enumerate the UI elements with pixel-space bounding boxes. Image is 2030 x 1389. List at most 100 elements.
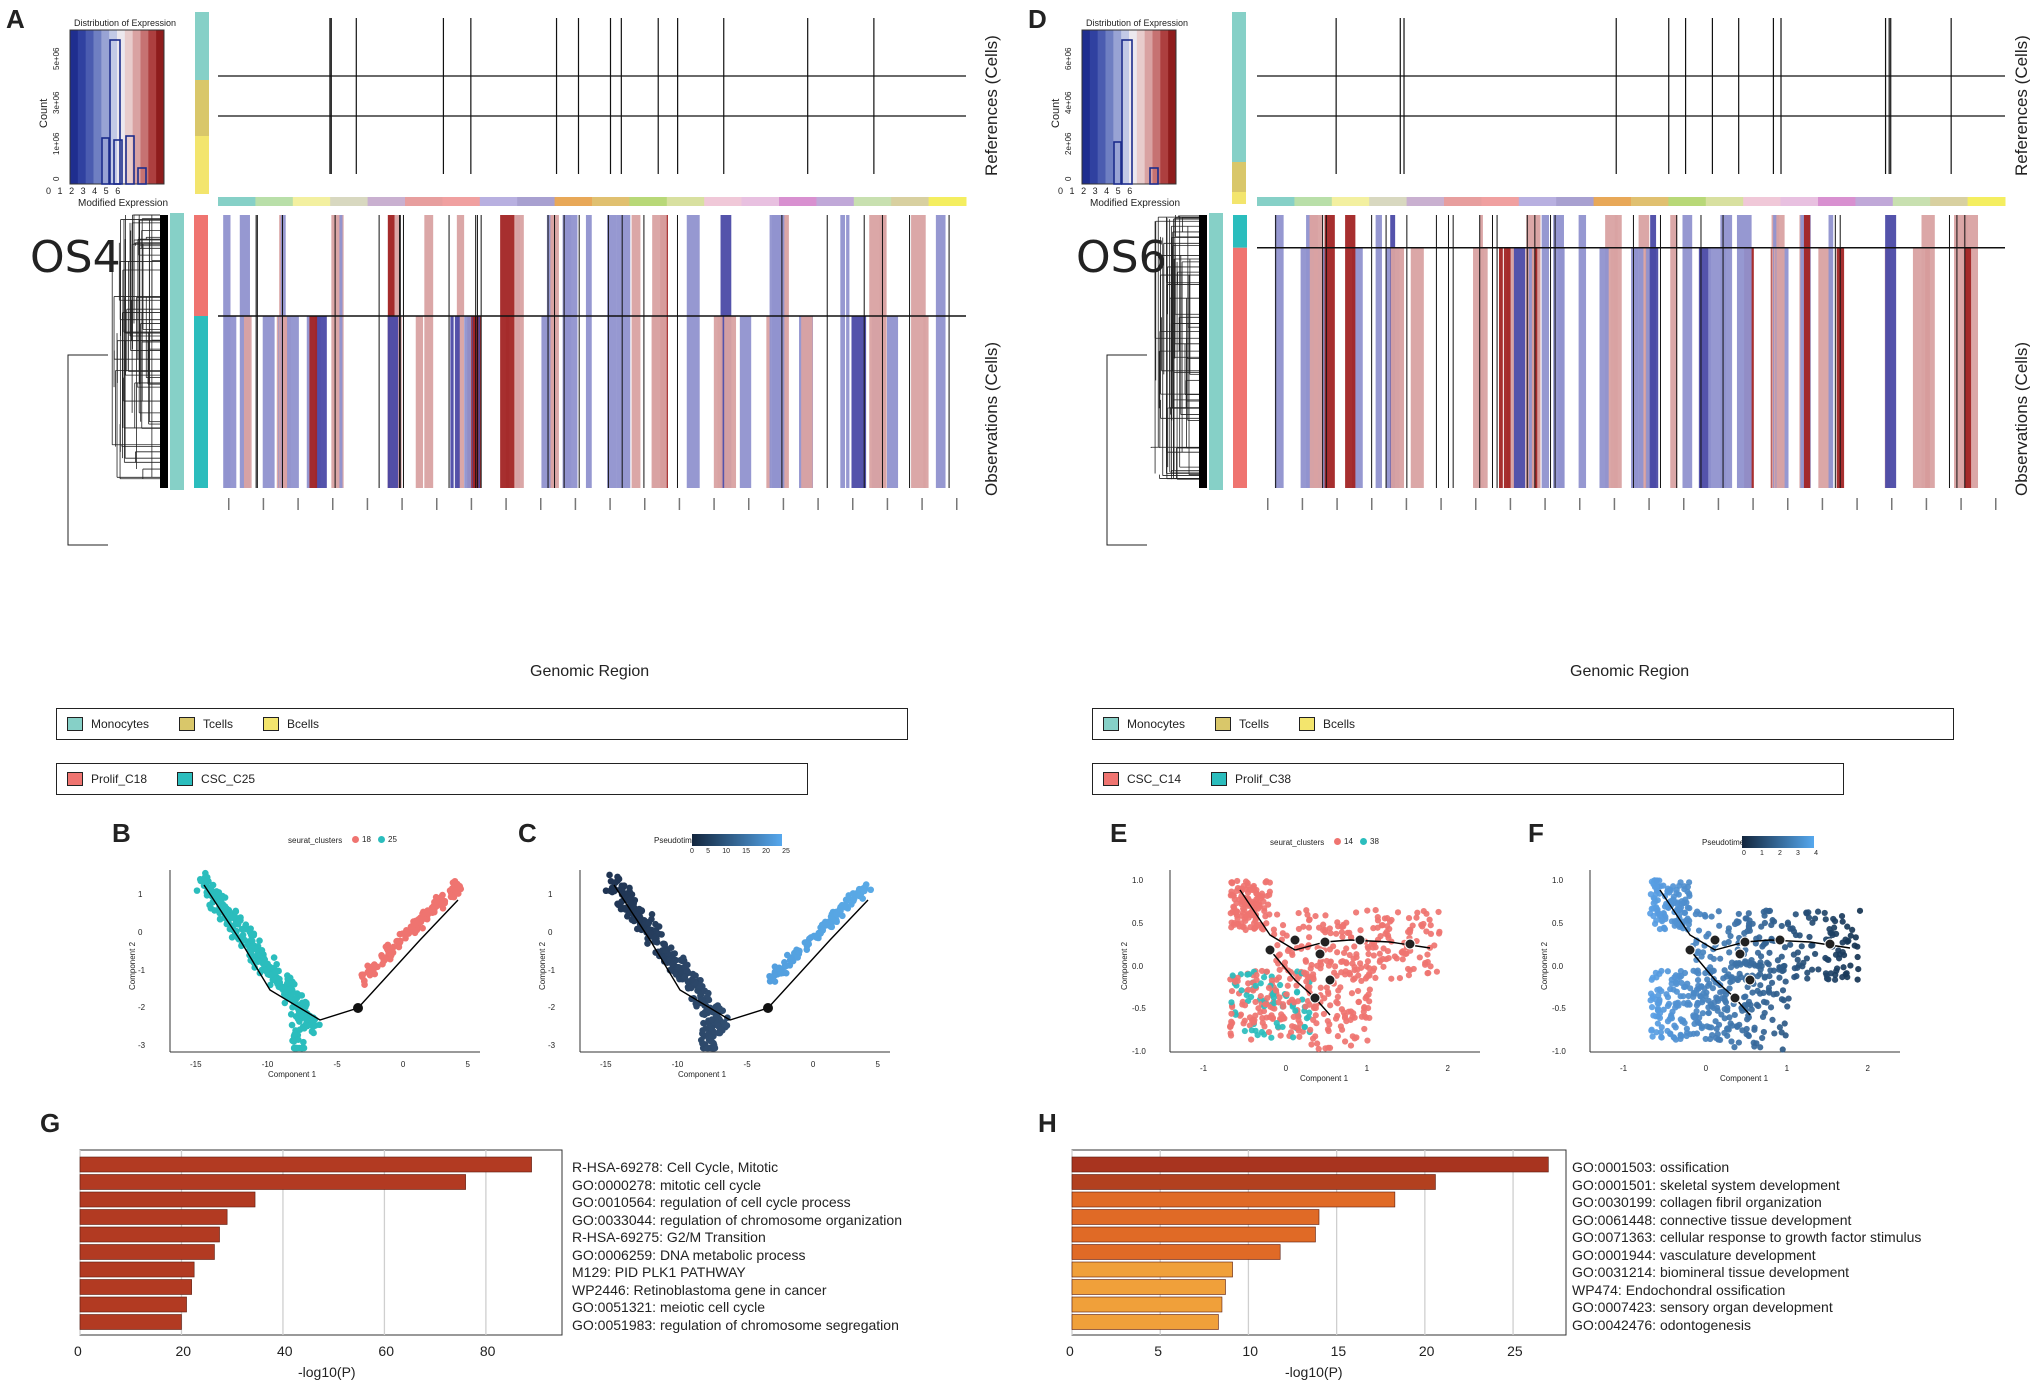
data-point <box>1677 879 1684 886</box>
obs-annot-bottom <box>194 316 208 488</box>
data-point <box>290 1038 298 1045</box>
data-point <box>1346 951 1353 959</box>
branch-node <box>1404 938 1416 950</box>
branch-node <box>1354 934 1366 946</box>
data-point <box>455 885 462 893</box>
cnv-band <box>1610 247 1618 488</box>
data-point <box>711 1044 718 1052</box>
data-point <box>281 999 289 1007</box>
data-point <box>1324 988 1332 996</box>
data-point <box>1745 910 1752 917</box>
gradient-stripe <box>1082 30 1091 184</box>
branch-node <box>1264 944 1276 956</box>
data-point <box>300 1038 307 1046</box>
data-point <box>1304 911 1311 918</box>
data-point <box>206 901 213 909</box>
data-point <box>1326 946 1334 953</box>
data-point <box>1717 955 1724 962</box>
chromosome-block <box>1369 197 1408 206</box>
data-point <box>1351 1035 1358 1042</box>
trajectory-path <box>613 884 869 1021</box>
data-point <box>207 888 214 896</box>
data-point <box>1727 979 1734 986</box>
legend-title: Pseudotime <box>654 836 697 845</box>
cnv-band <box>1345 215 1356 488</box>
data-point <box>679 954 687 962</box>
cnv-band <box>1614 215 1622 488</box>
data-point <box>1338 958 1345 965</box>
gradient-stripe <box>156 30 165 184</box>
cnv-band <box>1682 215 1693 488</box>
data-point <box>1241 1027 1248 1035</box>
cnv-heatmap-d <box>1106 18 2006 546</box>
data-point <box>1399 948 1407 955</box>
data-point <box>1261 1031 1268 1038</box>
data-point <box>1725 928 1732 935</box>
legend-swatch <box>67 772 83 786</box>
data-point <box>1793 973 1800 980</box>
chromosome-block <box>442 197 481 206</box>
data-point <box>1776 1024 1783 1031</box>
chromosome-block <box>1631 197 1669 206</box>
data-point <box>1334 1033 1342 1040</box>
data-point <box>1269 1014 1277 1021</box>
data-point <box>1245 986 1252 993</box>
data-point <box>1301 1023 1308 1031</box>
cnv-band <box>1558 247 1565 488</box>
data-point <box>1773 990 1780 997</box>
chrom-tick-label <box>748 498 750 510</box>
panel-label-c: C <box>518 818 537 848</box>
data-point <box>1427 930 1435 937</box>
data-point <box>1273 976 1280 983</box>
chrom-tick-label <box>678 498 681 510</box>
legend-swatch <box>1103 717 1119 731</box>
data-point <box>1340 1009 1347 1016</box>
data-point <box>1825 956 1832 964</box>
obs-annot-ref <box>1209 213 1223 490</box>
data-point <box>451 877 459 885</box>
data-point <box>1266 911 1273 918</box>
chrom-tick-label <box>1371 498 1373 510</box>
chrom-tick-label <box>852 498 854 510</box>
branch-node <box>1734 948 1746 960</box>
cnv-band <box>1912 247 1925 488</box>
branch-node <box>1709 934 1721 946</box>
data-point <box>1277 1032 1284 1039</box>
x-tick-label: 60 <box>378 1343 394 1359</box>
bar <box>1071 1226 1316 1243</box>
legend-swatch <box>179 717 196 731</box>
data-point <box>287 1011 295 1018</box>
chromosome-block <box>1892 197 1931 206</box>
gradient-stripe <box>1136 30 1146 184</box>
data-point <box>1248 1036 1255 1043</box>
data-point <box>1364 958 1372 965</box>
data-point <box>1348 990 1356 997</box>
obs-annot-top <box>194 215 208 317</box>
data-point <box>1733 960 1740 967</box>
data-point <box>1427 922 1434 929</box>
data-point <box>1268 977 1276 984</box>
data-point <box>1306 916 1313 923</box>
bar <box>79 1226 220 1243</box>
data-point <box>1798 943 1805 950</box>
chromosome-block <box>779 197 817 206</box>
data-point <box>1310 976 1317 983</box>
data-point <box>1295 909 1302 917</box>
data-point <box>1780 967 1787 974</box>
cnv-band <box>739 316 752 488</box>
term-label: M129: PID PLK1 PATHWAY <box>572 1264 746 1280</box>
data-point <box>238 925 246 933</box>
data-point <box>1394 909 1402 916</box>
chrom-tick-label <box>713 498 715 510</box>
histogram-xticks: 0 1 2 3 4 5 6 <box>46 186 123 196</box>
legend-item: CSC_C25 <box>177 772 255 786</box>
cnv-band <box>851 316 867 488</box>
ref-annot-monocytes <box>195 12 209 80</box>
branch-node <box>763 1003 773 1013</box>
data-point <box>1663 991 1670 998</box>
chrom-tick-label <box>228 498 230 510</box>
data-point <box>1757 1044 1764 1051</box>
data-point <box>1676 906 1684 913</box>
data-point <box>1760 998 1768 1005</box>
